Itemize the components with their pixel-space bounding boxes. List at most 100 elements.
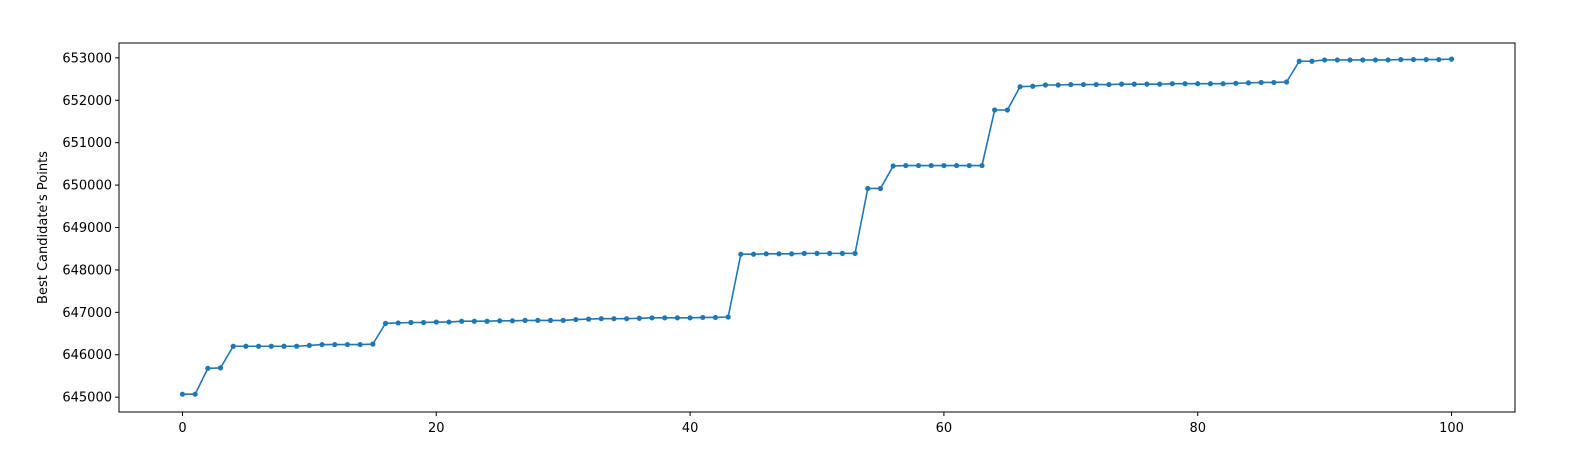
data-point <box>1322 57 1328 63</box>
data-point <box>915 162 922 169</box>
data-point <box>928 162 934 169</box>
y-axis: 645000 646000 647000 648000 649000 650000 6510… <box>62 51 119 406</box>
data-point <box>357 341 363 348</box>
data-point <box>662 315 668 321</box>
data-point <box>1283 79 1290 85</box>
y-tick-label: 645000 <box>62 391 112 406</box>
data-point <box>1372 57 1378 63</box>
data-point <box>459 318 465 324</box>
data-point <box>1118 81 1125 87</box>
data-point <box>865 185 871 192</box>
data-point <box>1410 56 1417 63</box>
data-point <box>776 251 782 257</box>
data-point <box>560 317 566 323</box>
data-point <box>624 316 630 322</box>
data-point <box>217 365 224 371</box>
data-point <box>205 365 211 371</box>
data-point <box>484 318 490 324</box>
data-point <box>674 315 681 321</box>
data-point <box>712 314 719 321</box>
data-point <box>1360 57 1366 63</box>
data-point <box>1385 57 1391 63</box>
data-point <box>281 343 287 349</box>
data-point <box>1423 56 1429 63</box>
data-point <box>966 162 972 169</box>
data-point <box>433 319 439 325</box>
data-point <box>1309 58 1315 64</box>
y-tick-label: 650000 <box>62 179 112 194</box>
data-point <box>395 320 401 326</box>
data-point <box>497 318 503 324</box>
x-tick-label: 60 <box>936 421 953 436</box>
data-point <box>420 319 427 326</box>
data-point <box>243 343 249 349</box>
data-point <box>585 316 592 322</box>
data-point <box>573 316 579 323</box>
y-tick-label: 646000 <box>62 348 112 363</box>
data-point <box>852 250 858 256</box>
data-point <box>446 319 452 325</box>
data-point <box>763 251 769 257</box>
data-point <box>1296 58 1302 64</box>
x-tick-label: 80 <box>1189 421 1206 436</box>
data-point <box>1195 81 1201 87</box>
data-point <box>877 185 884 192</box>
data-point <box>954 162 960 169</box>
y-tick-label: 649000 <box>62 221 112 236</box>
data-point <box>1157 81 1163 87</box>
data-point <box>471 318 477 324</box>
y-tick-label: 651000 <box>62 136 112 151</box>
data-point <box>268 343 274 349</box>
data-point <box>1182 81 1188 87</box>
data-point <box>382 320 389 326</box>
y-tick-label: 648000 <box>62 263 112 278</box>
data-point <box>522 317 528 323</box>
data-point <box>1436 56 1442 63</box>
data-point <box>611 316 617 322</box>
data-point <box>1347 57 1353 63</box>
data-point <box>700 314 706 321</box>
data-point <box>547 317 554 323</box>
data-point <box>903 162 909 169</box>
data-point <box>1207 81 1214 87</box>
data-point <box>1042 82 1049 88</box>
data-point <box>598 316 604 322</box>
plot-area <box>179 56 1455 397</box>
x-tick-label: 0 <box>178 421 186 436</box>
data-point <box>1334 57 1340 63</box>
data-point <box>230 343 236 349</box>
y-axis-label: Best Candidate's Points <box>36 151 51 304</box>
data-point <box>750 251 757 257</box>
data-point <box>890 163 896 169</box>
data-point <box>801 250 807 256</box>
data-point <box>1030 83 1036 89</box>
data-point <box>370 341 376 347</box>
data-point <box>1106 81 1112 88</box>
data-point <box>319 341 325 348</box>
data-point <box>636 315 642 321</box>
x-tick-label: 40 <box>682 421 699 436</box>
data-point <box>687 315 693 321</box>
data-point <box>1258 79 1264 86</box>
data-point <box>179 391 186 397</box>
data-point <box>1004 107 1010 113</box>
x-axis: 0 20 40 60 80 100 <box>178 412 1464 436</box>
data-point <box>1080 81 1087 88</box>
data-point <box>535 317 541 323</box>
data-point <box>738 251 744 257</box>
data-point <box>1245 80 1252 86</box>
y-tick-label: 653000 <box>62 51 112 66</box>
data-point <box>1448 56 1455 62</box>
data-point <box>509 318 516 324</box>
data-point <box>1398 56 1404 63</box>
data-point <box>192 391 198 397</box>
x-tick-label: 20 <box>428 421 445 436</box>
data-point <box>1093 81 1099 88</box>
data-point <box>649 315 655 321</box>
data-point <box>789 251 795 257</box>
data-point <box>979 162 985 169</box>
data-point <box>1220 81 1226 87</box>
data-point <box>725 314 731 320</box>
data-point <box>1144 81 1150 87</box>
data-point <box>1169 81 1175 87</box>
